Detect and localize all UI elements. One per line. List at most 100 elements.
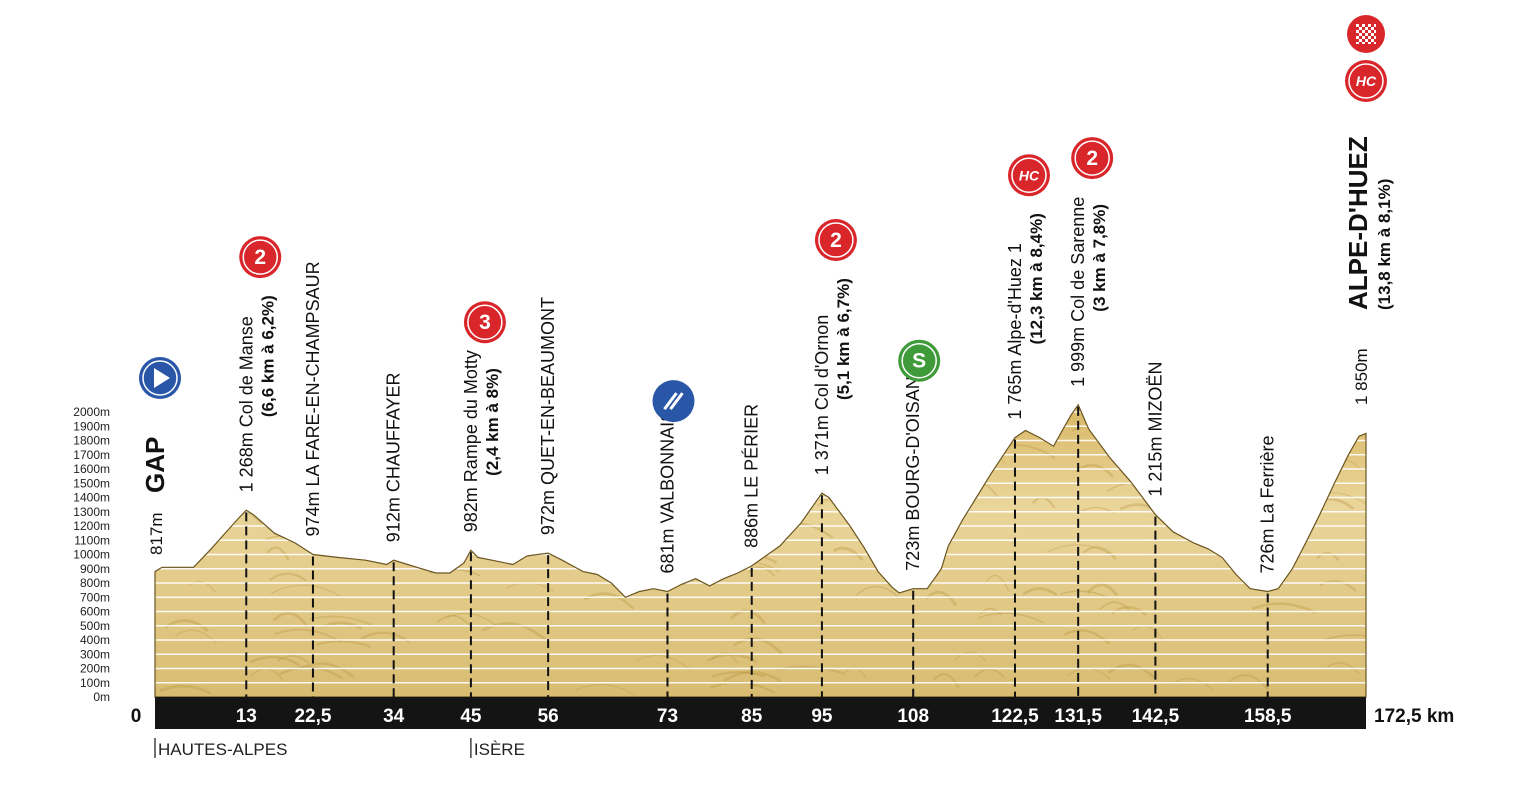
km-tick-label: 13	[236, 706, 257, 727]
terrain-area	[154, 403, 1367, 698]
terrain-shade-stroke	[1316, 551, 1340, 562]
y-tick-label: 500m	[80, 619, 110, 633]
terrain-shade-stroke	[308, 615, 372, 626]
km-tick-label: 95	[811, 706, 833, 727]
y-tick-label: 1500m	[73, 476, 110, 490]
badge-text: 2	[254, 246, 266, 269]
waypoint-altitude: 982m	[461, 482, 481, 532]
terrain-shade-stroke	[712, 652, 739, 664]
waypoint-text: 1 999m Col de Sarenne	[1068, 197, 1088, 387]
sprint-badge	[898, 339, 941, 382]
waypoint-label: 681m VALBONNAIS	[657, 410, 677, 574]
waypoint-detail: (12,3 km à 8,4%)	[1027, 213, 1046, 344]
terrain-shade-stroke	[918, 509, 954, 524]
km-bar	[155, 697, 1366, 729]
terrain-shade-stroke	[316, 408, 375, 423]
play-icon	[154, 368, 170, 388]
waypoint-label: 1 999m Col de Sarenne (3 km à 7,8%)	[1068, 197, 1109, 387]
terrain-shade-stroke	[699, 431, 724, 446]
terrain-shade-stroke	[686, 511, 735, 526]
waypoint-altitude: 1 268m	[236, 427, 256, 492]
km-tick-label: 108	[897, 706, 929, 727]
terrain-shade-stroke	[834, 488, 897, 506]
terrain-shade-stroke	[1059, 590, 1109, 599]
waypoint-text: 726m La Ferrière	[1258, 435, 1278, 573]
waypoint-detail: (6,6 km à 6,2%)	[258, 295, 277, 417]
terrain-shade-stroke	[950, 429, 997, 442]
badge-ring	[1011, 157, 1047, 193]
waypoint-altitude: 1 215m	[1145, 432, 1165, 497]
climb-category-badge	[1345, 60, 1387, 102]
badge-ring	[242, 239, 279, 275]
region-labels: HAUTES-ALPES ISÈRE	[154, 738, 525, 759]
y-tick-label: 700m	[80, 590, 110, 604]
terrain-shade-stroke	[324, 489, 378, 506]
terrain-shade-stroke	[262, 507, 288, 515]
terrain-fill	[155, 404, 1366, 697]
checkered-flag-icon	[1356, 24, 1376, 44]
terrain-shade-stroke	[572, 471, 630, 482]
y-tick-label: 0m	[93, 690, 110, 704]
y-axis: 0m100m200m300m400m500m600m700m800m900m10…	[73, 405, 110, 704]
terrain-shade-stroke	[254, 424, 286, 433]
finish-detail: (13,8 km à 8,1%)	[1375, 179, 1394, 310]
waypoint-name: CHAUFFAYER	[384, 372, 404, 492]
terrain-shade-stroke	[1086, 583, 1119, 597]
km-tick-label: 122,5	[991, 706, 1039, 727]
terrain-shade-stroke	[933, 673, 960, 689]
terrain-shade-stroke	[1251, 602, 1317, 614]
waypoint-label: 886m LE PÉRIER	[742, 404, 762, 548]
terrain-shade-stroke	[832, 546, 864, 562]
km-end-label: 172,5 km	[1374, 706, 1454, 727]
waypoint-altitude: 1 850m	[1352, 348, 1371, 405]
waypoint-label: 982m Rampe du Motty (2,4 km à 8%)	[461, 350, 502, 532]
waypoint-label: 817m GAP	[140, 437, 170, 555]
start-name: GAP	[140, 437, 170, 493]
terrain-shade-stroke	[270, 584, 341, 597]
terrain-shade-stroke	[844, 466, 895, 479]
y-tick-label: 800m	[80, 576, 110, 590]
waypoint-altitude: 972m	[538, 485, 558, 535]
waypoint-text: 723m BOURG-D'OISANS	[903, 364, 923, 571]
badge-ring	[1348, 63, 1384, 99]
badge-ring	[1074, 140, 1110, 176]
km-tick-label: 73	[657, 706, 678, 727]
badge-text: S	[912, 350, 926, 373]
waypoint-name: LA FARE-EN-CHAMPSAUR	[303, 261, 323, 486]
terrain-shade-stroke	[1046, 544, 1115, 557]
terrain-shade-stroke	[977, 612, 1045, 624]
terrain-shade-stroke	[1327, 662, 1360, 674]
badge-ring	[467, 304, 503, 340]
climb-category-badge	[1007, 154, 1050, 197]
waypoint-text: 1 765m Alpe-d'Huez 1	[1005, 243, 1025, 420]
waypoint-name: Col d'Ornon	[812, 315, 832, 410]
badge-text: 2	[830, 229, 842, 252]
region-label: ISÈRE	[474, 740, 525, 759]
waypoint-text: 1 850m	[1352, 348, 1371, 405]
badge-text: HC	[1356, 73, 1377, 89]
waypoint-altitude: 817m	[147, 512, 166, 555]
terrain-shade-stroke	[586, 518, 641, 530]
feed-zone-badge	[652, 380, 695, 423]
waypoint-text: 1 371m Col d'Ornon	[812, 315, 832, 476]
terrain-shade-stroke	[1131, 625, 1164, 641]
waypoint-label: 972m QUET-EN-BEAUMONT	[538, 297, 558, 535]
y-tick-label: 1600m	[73, 462, 110, 476]
terrain-outline	[154, 403, 1367, 698]
terrain-shade-stroke	[278, 665, 344, 680]
terrain-shade-stroke	[1107, 663, 1157, 680]
terrain-shade-stroke	[855, 586, 899, 598]
waypoint-dashes	[245, 406, 1269, 697]
km-start-label: 0	[131, 706, 142, 727]
y-tick-label: 2000m	[73, 405, 110, 419]
terrain-shade-stroke	[1022, 587, 1058, 597]
waypoint-label: 1 765m Alpe-d'Huez 1 (12,3 km à 8,4%)	[1005, 213, 1046, 420]
y-tick-label: 1400m	[73, 491, 110, 505]
waypoint-label: 912m CHAUFFAYER	[384, 372, 404, 542]
badge-text: HC	[1019, 167, 1040, 183]
y-tick-label: 1100m	[74, 533, 110, 547]
waypoint-name: VALBONNAIS	[657, 410, 677, 524]
terrain-shade-stroke	[1228, 674, 1269, 691]
y-tick-label: 400m	[80, 633, 110, 647]
